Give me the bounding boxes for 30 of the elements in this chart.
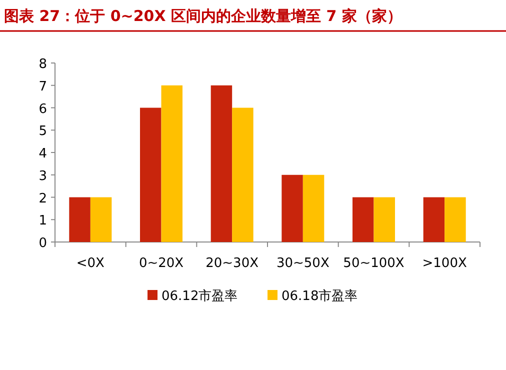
x-tick-label: 30~50X [276,256,330,271]
x-tick-label: <0X [76,256,105,271]
y-tick-label: 3 [38,168,47,184]
bar [374,197,395,242]
bar [140,108,162,242]
bar [444,197,466,242]
y-tick-label: 5 [38,124,47,140]
y-tick-label: 8 [38,57,47,72]
y-tick-label: 1 [38,214,47,229]
y-tick-label: 4 [38,146,47,162]
x-tick-label: 50~100X [343,256,404,271]
bar [302,174,324,242]
bar [352,197,374,242]
bar [90,197,112,242]
y-tick-label: 6 [38,102,47,117]
legend-label: 06.12市盈率 [162,288,238,304]
legend-label: 06.18市盈率 [282,288,358,304]
bar [69,197,90,242]
x-tick-label: >100X [422,256,467,271]
bar [232,108,254,242]
bar [282,174,303,242]
chart-title: 图表 27：位于 0~20X 区间内的企业数量增至 7 家（家） [4,7,402,25]
x-tick-label: 20~30X [206,256,259,271]
bar [423,197,445,242]
bar [210,85,232,242]
y-tick-label: 0 [38,236,47,251]
y-tick-label: 2 [38,191,47,206]
bar [161,85,182,242]
x-tick-label: 0~20X [138,256,184,271]
y-tick-label: 7 [38,79,47,94]
